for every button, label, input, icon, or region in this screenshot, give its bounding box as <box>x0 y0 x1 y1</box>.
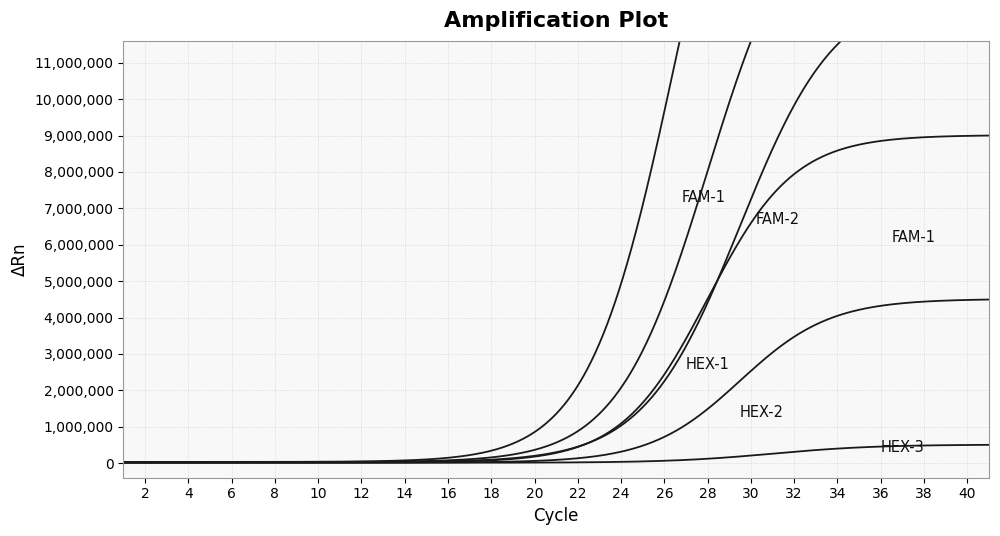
Text: FAM-2: FAM-2 <box>755 212 799 227</box>
Title: Amplification Plot: Amplification Plot <box>444 11 668 31</box>
Text: HEX-2: HEX-2 <box>740 405 784 420</box>
Text: HEX-1: HEX-1 <box>686 358 730 373</box>
Text: FAM-1: FAM-1 <box>682 190 726 205</box>
X-axis label: Cycle: Cycle <box>533 507 579 525</box>
Text: HEX-3: HEX-3 <box>881 440 924 455</box>
Y-axis label: ΔRn: ΔRn <box>11 243 29 276</box>
Text: FAM-1: FAM-1 <box>892 230 936 245</box>
